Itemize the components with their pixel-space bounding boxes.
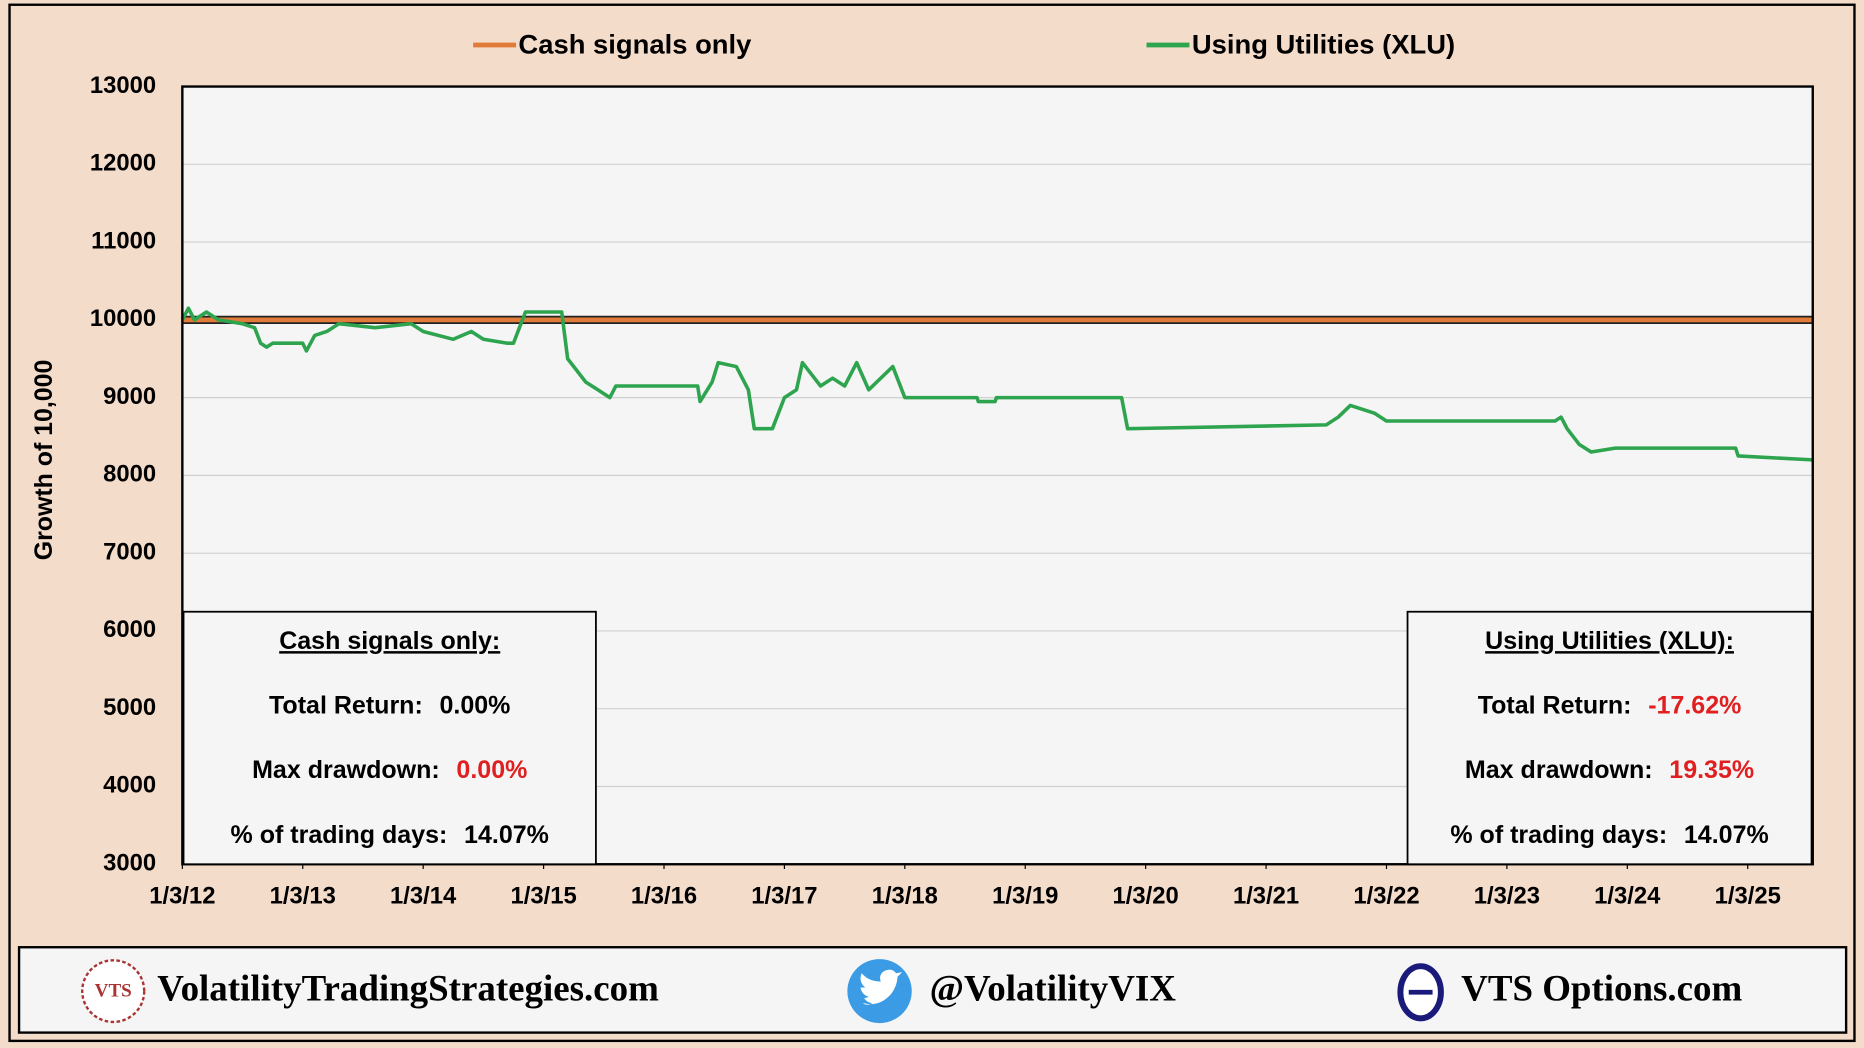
stats-value: 14.07% <box>464 820 549 848</box>
y-tick-label: 4000 <box>103 772 156 799</box>
x-tick-label: 1/3/22 <box>1353 883 1419 910</box>
x-tick-label: 1/3/12 <box>149 883 215 910</box>
y-tick-label: 13000 <box>90 72 156 99</box>
x-tick-label: 1/3/15 <box>510 883 576 910</box>
y-tick-label: 3000 <box>103 850 156 877</box>
stats-label: % of trading days: <box>231 820 448 848</box>
stats-row: % of trading days: 14.07% <box>231 820 549 848</box>
y-tick-label: 5000 <box>103 694 156 721</box>
stats-value: 0.00% <box>456 756 527 784</box>
footer-site: VolatilityTradingStrategies.com <box>157 968 659 1009</box>
y-tick-label: 9000 <box>103 383 156 410</box>
stats-row: % of trading days: 14.07% <box>1450 820 1768 848</box>
stats-label: Max drawdown: <box>252 756 440 784</box>
legend-label: Using Utilities (XLU) <box>1192 29 1455 60</box>
stats-value: 0.00% <box>439 691 510 719</box>
stats-row: Total Return: 0.00% <box>269 691 510 719</box>
footer-twitter: @VolatilityVIX <box>930 968 1177 1009</box>
stats-box <box>1406 610 1813 866</box>
stats-label: Max drawdown: <box>1465 756 1653 784</box>
footer-options: VTS Options.com <box>1461 968 1742 1009</box>
y-tick-label: 12000 <box>90 150 156 177</box>
series-line <box>180 306 1813 462</box>
stats-value: -17.62% <box>1648 691 1741 719</box>
y-tick-label: 6000 <box>103 616 156 643</box>
y-tick-label: 11000 <box>91 227 156 254</box>
y-tick-label: 7000 <box>103 538 156 565</box>
stats-title: Using Utilities (XLU): <box>1485 627 1734 655</box>
y-tick-label: 8000 <box>103 461 156 488</box>
stats-value: 19.35% <box>1669 756 1754 784</box>
y-tick-label: 10000 <box>90 305 156 332</box>
x-tick-label: 1/3/18 <box>872 883 938 910</box>
x-tick-label: 1/3/17 <box>751 883 817 910</box>
footer <box>17 946 1848 1034</box>
x-tick-label: 1/3/20 <box>1113 883 1179 910</box>
stats-row: Max drawdown: 19.35% <box>1465 756 1754 784</box>
x-tick-label: 1/3/25 <box>1715 883 1781 910</box>
stats-label: Total Return: <box>269 691 423 719</box>
x-tick-label: 1/3/19 <box>992 883 1058 910</box>
stats-label: Total Return: <box>1478 691 1632 719</box>
x-tick-label: 1/3/24 <box>1594 883 1661 910</box>
stats-row: Max drawdown: 0.00% <box>252 756 527 784</box>
vts-logo <box>81 959 146 1024</box>
x-tick-label: 1/3/16 <box>631 883 697 910</box>
stats-row: Total Return: -17.62% <box>1478 691 1742 719</box>
x-tick-label: 1/3/23 <box>1474 883 1540 910</box>
stats-title: Cash signals only: <box>279 627 500 655</box>
stats-label: % of trading days: <box>1450 820 1667 848</box>
plot-border <box>181 85 1814 866</box>
vts-logo-text: VTS <box>95 981 132 1002</box>
x-tick-label: 1/3/21 <box>1233 883 1299 910</box>
legend-label: Cash signals only <box>518 29 752 60</box>
x-tick-label: 1/3/14 <box>390 883 457 910</box>
stats-value: 14.07% <box>1684 820 1769 848</box>
twitter-bird <box>860 969 903 1005</box>
x-tick-label: 1/3/13 <box>270 883 336 910</box>
y-axis-label: Growth of 10,000 <box>30 360 58 561</box>
stats-box <box>182 610 597 866</box>
